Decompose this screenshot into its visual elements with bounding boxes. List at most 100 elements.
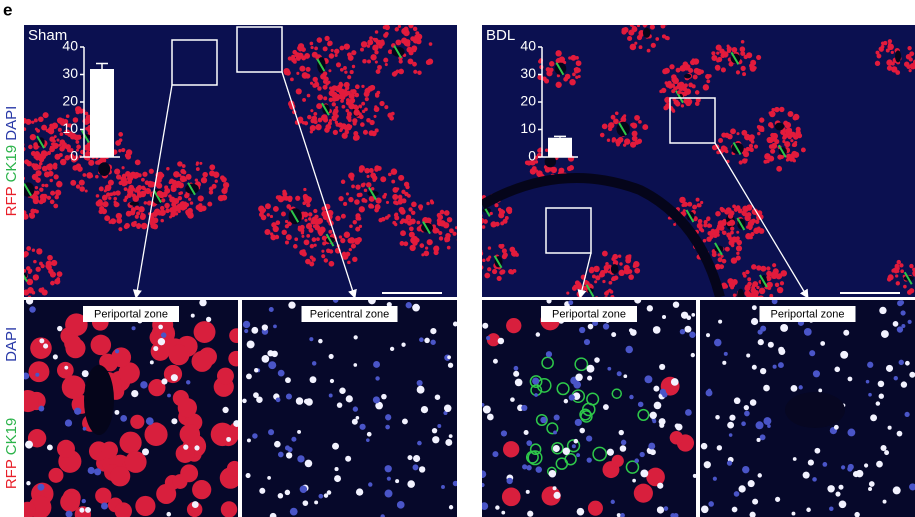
rfp-cell [423,250,430,257]
nucleus [94,468,102,476]
vessel [84,365,114,435]
rfp-cell [732,204,737,209]
rfp-cell [397,25,402,28]
rfp-cell [295,55,302,61]
rfp-cell [411,45,418,52]
rfp-cell [408,231,415,238]
nucleus [778,348,786,355]
rfp-cell [333,108,339,114]
nucleus [275,397,281,403]
rfp-cell [354,199,360,205]
rfp-cell [60,492,81,512]
rfp-cell [531,166,537,171]
rfp-cell [702,84,710,91]
rfp-cell [24,287,25,290]
rfp-cell [742,272,746,276]
rfp-cell [623,264,630,272]
ck19 [555,62,565,76]
nucleus [659,363,666,370]
rfp-cell [317,86,322,91]
nucleus [576,453,581,458]
nucleus [632,478,636,483]
micrograph [4,25,457,297]
inset-tick-label: 10 [62,120,78,136]
nucleus [385,414,392,421]
rfp-cell [419,207,423,211]
rfp-cell [343,201,348,206]
rfp-cell [88,159,95,166]
rfp-cell [628,274,634,280]
rfp-cell [627,269,633,274]
nucleus [618,429,624,436]
rfp-cell [136,192,143,198]
rfp-cell [331,102,336,107]
rfp-cell [353,109,360,116]
nucleus [587,375,593,381]
nucleus [619,445,627,452]
nucleus [85,506,91,513]
rfp-cell [745,269,750,275]
nucleus [334,467,339,472]
rfp-cell [192,480,212,500]
rfp-cell [311,115,318,122]
rfp-cell [28,144,33,150]
rfp-cell [369,36,373,40]
ck19 [187,182,196,196]
rfp-cell [35,170,42,177]
nucleus [772,364,777,369]
rfp-cell [338,195,344,202]
rfp-cell [770,272,778,280]
rfp-cell [378,40,385,47]
rfp-cell [362,129,368,135]
rfp-cell [274,234,280,240]
rfp-cell [757,131,761,136]
nucleus [120,415,128,422]
nucleus [616,371,622,377]
rfp-cell [64,334,82,352]
rfp-cell [4,258,9,263]
nucleus [297,455,305,463]
rfp-cell [313,111,318,116]
rfp-cell [214,179,218,183]
rfp-cell [636,25,641,28]
rfp-cell [683,64,689,70]
nucleus [318,338,323,344]
nucleus [838,484,844,490]
rfp-cell [747,277,752,282]
rfp-cell [756,285,760,290]
ck19 [368,186,377,200]
rfp-cell [753,144,759,149]
rfp-cell [673,86,678,91]
rfp-cell [650,42,656,48]
rfp-cell [759,117,765,123]
rfp-cell [351,88,357,95]
rfp-cell [727,279,731,283]
rfp-cell [42,112,49,119]
rfp-cell [415,31,420,36]
nucleus [389,346,395,352]
rfp-cell [152,217,159,224]
rfp-cell [290,77,294,82]
rfp-cell [26,160,32,167]
rfp-cell [614,111,619,116]
rfp-cell [31,120,35,124]
inset-tick-label: 30 [62,65,78,81]
zone-label: Periportal zone [552,308,626,320]
rfp-cell [682,209,686,213]
rfp-cell [685,99,692,107]
rfp-cell [321,249,325,253]
nucleus [892,321,899,327]
rfp-cell [60,121,64,125]
rfp-cell [347,260,351,265]
rfp-cell [358,165,365,172]
rfp-cell [352,256,358,263]
rfp-cell [429,199,434,203]
rfp-cell [570,54,577,61]
rfp-cell [466,212,472,218]
rfp-cell [634,114,640,121]
rfp-cell [353,130,359,136]
rfp-cell [885,48,890,53]
rfp-cell [631,130,638,137]
rfp-cell [663,105,669,111]
nucleus [141,448,150,456]
